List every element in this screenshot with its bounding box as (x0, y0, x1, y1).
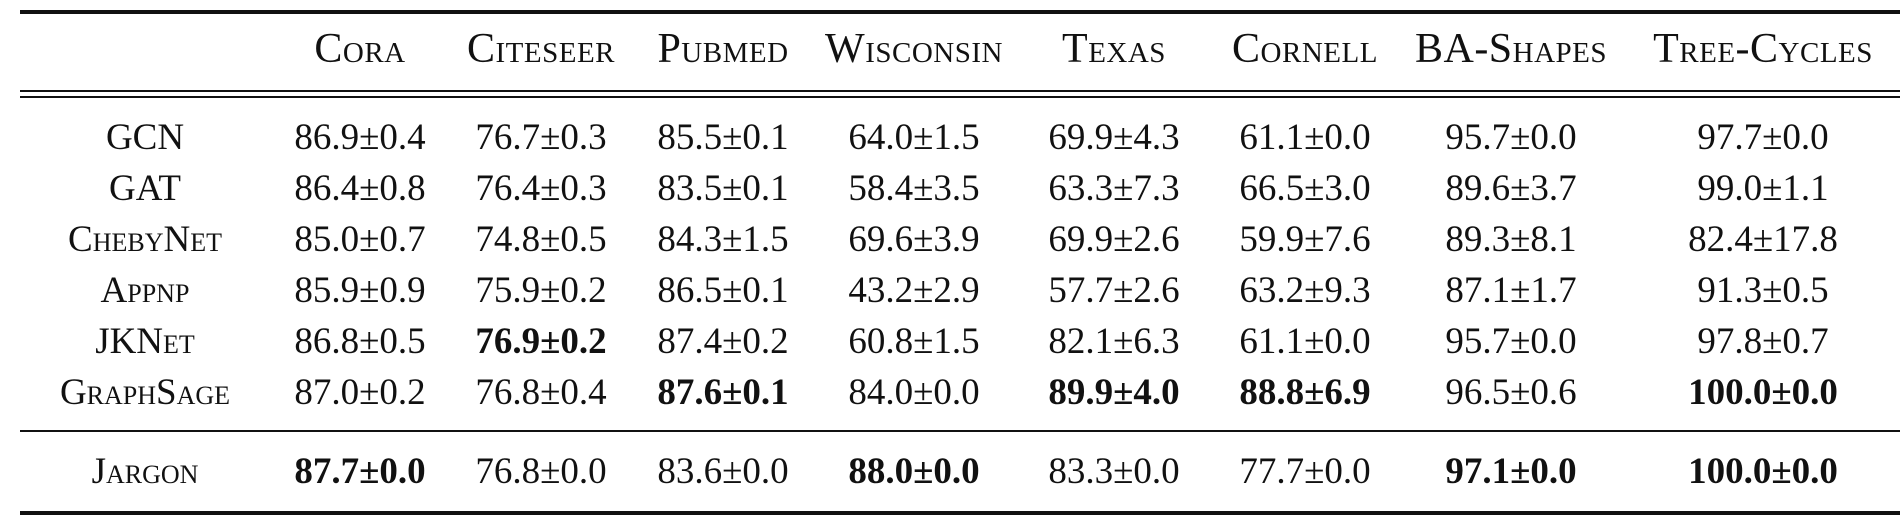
result-cell: 82.4±17.8 (1688, 219, 1838, 260)
result-cell: 86.4±0.8 (294, 168, 426, 209)
table-row: ChebyNet 85.0±0.7 74.8±0.5 84.3±1.5 69.6±3.9… (20, 214, 1900, 265)
result-cell: 89.6±3.7 (1445, 168, 1577, 209)
result-cell: 76.8±0.0 (475, 451, 607, 492)
header-row: Cora Citeseer Pubmed Wisconsin Texas Cor… (20, 14, 1900, 91)
result-cell: 100.0±0.0 (1688, 372, 1838, 413)
result-cell: 99.0±1.1 (1697, 168, 1829, 209)
results-table: Cora Citeseer Pubmed Wisconsin Texas Cor… (20, 10, 1900, 515)
result-cell: 97.8±0.7 (1697, 321, 1829, 362)
result-cell: 76.7±0.3 (475, 117, 607, 158)
result-cell: 76.8±0.4 (475, 372, 607, 413)
method-name: GAT (109, 168, 181, 209)
results-table-container: Cora Citeseer Pubmed Wisconsin Texas Cor… (20, 10, 1900, 515)
result-cell: 85.0±0.7 (294, 219, 426, 260)
result-cell: 63.3±7.3 (1048, 168, 1180, 209)
method-name: ChebyNet (68, 219, 222, 260)
result-cell: 43.2±2.9 (848, 270, 980, 311)
result-cell: 85.5±0.1 (657, 117, 789, 158)
column-header: Wisconsin (825, 26, 1003, 72)
result-cell: 100.0±0.0 (1688, 451, 1838, 492)
column-header: Citeseer (467, 26, 615, 72)
result-cell: 86.9±0.4 (294, 117, 426, 158)
method-name: Appnp (100, 270, 190, 311)
result-cell: 83.3±0.0 (1048, 451, 1180, 492)
result-cell: 89.3±8.1 (1445, 219, 1577, 260)
method-column-header (20, 14, 270, 91)
result-cell: 86.8±0.5 (294, 321, 426, 362)
result-cell: 96.5±0.6 (1445, 372, 1577, 413)
column-header: Cornell (1232, 26, 1378, 72)
result-cell: 76.9±0.2 (475, 321, 607, 362)
column-header: BA-Shapes (1414, 26, 1608, 72)
result-cell: 64.0±1.5 (848, 117, 980, 158)
result-cell: 88.8±6.9 (1239, 372, 1371, 413)
table-body: GCN 86.9±0.4 76.7±0.3 85.5±0.1 64.0±1.5 69.9±… (20, 97, 1900, 431)
table-row: GAT 86.4±0.8 76.4±0.3 83.5±0.1 58.4±3.5 63.3±… (20, 163, 1900, 214)
method-name: GCN (105, 117, 185, 158)
column-header: Tree-Cycles (1653, 26, 1873, 72)
result-cell: 59.9±7.6 (1239, 219, 1371, 260)
result-cell: 97.7±0.0 (1697, 117, 1829, 158)
result-cell: 84.3±1.5 (657, 219, 789, 260)
result-cell: 87.7±0.0 (294, 451, 426, 492)
result-cell: 84.0±0.0 (848, 372, 980, 413)
result-cell: 91.3±0.5 (1697, 270, 1829, 311)
result-cell: 77.7±0.0 (1239, 451, 1371, 492)
result-cell: 57.7±2.6 (1048, 270, 1180, 311)
result-cell: 86.5±0.1 (657, 270, 789, 311)
result-cell: 83.6±0.0 (657, 451, 789, 492)
result-cell: 87.6±0.1 (657, 372, 789, 413)
result-cell: 58.4±3.5 (848, 168, 980, 209)
result-cell: 76.4±0.3 (475, 168, 607, 209)
table-row: Jargon 87.7±0.0 76.8±0.0 83.6±0.0 88.0±0.0 83… (20, 432, 1900, 513)
result-cell: 61.1±0.0 (1239, 321, 1371, 362)
result-cell: 88.0±0.0 (848, 451, 980, 492)
column-header: Pubmed (657, 26, 789, 72)
result-cell: 69.6±3.9 (848, 219, 980, 260)
table-row: JKNet 86.8±0.5 76.9±0.2 87.4±0.2 60.8±1.5 82.… (20, 316, 1900, 367)
result-cell: 66.5±3.0 (1239, 168, 1371, 209)
method-name: JKNet (95, 321, 195, 362)
result-cell: 87.0±0.2 (294, 372, 426, 413)
result-cell: 89.9±4.0 (1048, 372, 1180, 413)
table-row: GCN 86.9±0.4 76.7±0.3 85.5±0.1 64.0±1.5 69.9±… (20, 97, 1900, 163)
result-cell: 74.8±0.5 (475, 219, 607, 260)
result-cell: 85.9±0.9 (294, 270, 426, 311)
method-name: GraphSage (59, 372, 231, 413)
result-cell: 69.9±2.6 (1048, 219, 1180, 260)
result-cell: 60.8±1.5 (848, 321, 980, 362)
result-cell: 97.1±0.0 (1445, 451, 1577, 492)
result-cell: 87.1±1.7 (1445, 270, 1577, 311)
result-cell: 63.2±9.3 (1239, 270, 1371, 311)
table-row: GraphSage 87.0±0.2 76.8±0.4 87.6±0.1 84.0±0.… (20, 367, 1900, 431)
result-cell: 83.5±0.1 (657, 168, 789, 209)
table-body-ours: Jargon 87.7±0.0 76.8±0.0 83.6±0.0 88.0±0.0 83… (20, 432, 1900, 513)
method-name: Jargon (91, 451, 199, 492)
result-cell: 87.4±0.2 (657, 321, 789, 362)
table-row: Appnp 85.9±0.9 75.9±0.2 86.5±0.1 43.2±2.9 57.… (20, 265, 1900, 316)
result-cell: 95.7±0.0 (1445, 321, 1577, 362)
result-cell: 75.9±0.2 (475, 270, 607, 311)
column-header: Cora (314, 26, 406, 72)
header-double-rule (20, 90, 1900, 98)
column-header: Texas (1062, 26, 1166, 72)
result-cell: 95.7±0.0 (1445, 117, 1577, 158)
result-cell: 69.9±4.3 (1048, 117, 1180, 158)
result-cell: 82.1±6.3 (1048, 321, 1180, 362)
result-cell: 61.1±0.0 (1239, 117, 1371, 158)
